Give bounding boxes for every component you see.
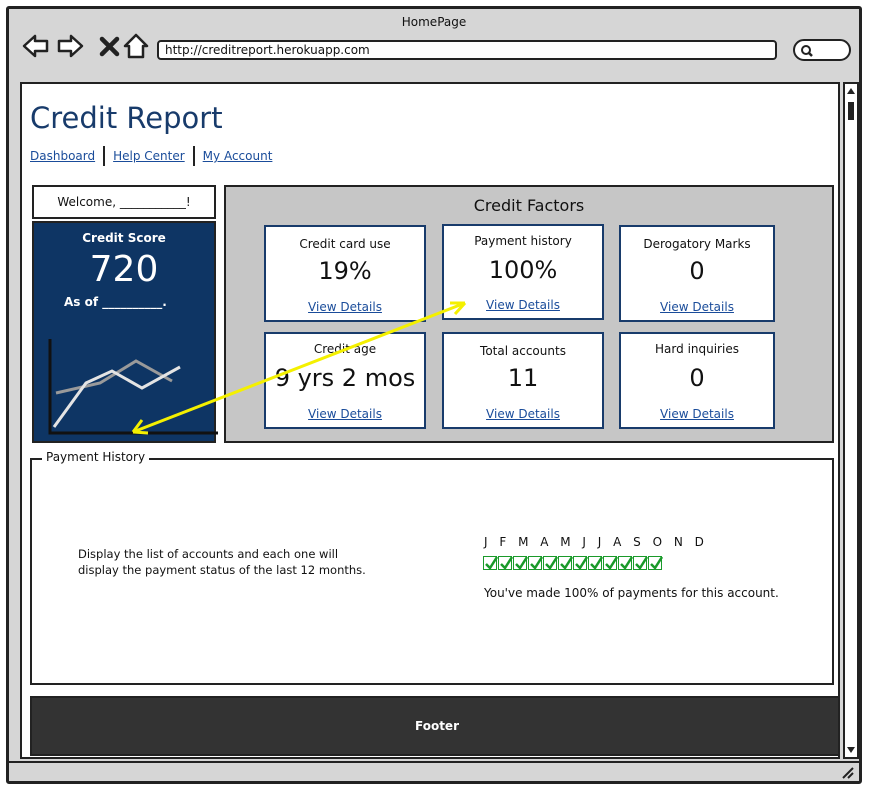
payment-check-icon (618, 556, 633, 570)
payment-history-legend: Payment History (42, 450, 150, 464)
factor-label: Derogatory Marks (643, 237, 751, 251)
credit-score-label: Credit Score (82, 231, 166, 245)
factor-value: 0 (689, 364, 705, 392)
payment-check-icon (483, 556, 498, 570)
view-details-link[interactable]: View Details (486, 298, 560, 312)
page-title: Credit Report (30, 101, 223, 135)
browser-search-field[interactable] (793, 39, 851, 61)
view-details-link[interactable]: View Details (660, 407, 734, 421)
url-bar[interactable]: http://creditreport.herokuapp.com (157, 40, 777, 60)
scroll-down-arrow-icon[interactable] (846, 745, 856, 755)
nav-divider (103, 146, 106, 166)
page-nav: Dashboard Help Center My Account (30, 144, 272, 168)
factor-label: Hard inquiries (655, 342, 739, 356)
factor-value: 0 (689, 257, 705, 285)
factor-value: 19% (318, 257, 372, 285)
payment-check-icon (498, 556, 513, 570)
payment-check-icon (543, 556, 558, 570)
factor-card-payment-history: Payment history 100% View Details (442, 224, 604, 320)
payment-check-icon (648, 556, 663, 570)
payment-history-description: Display the list of accounts and each on… (78, 547, 366, 577)
score-trend-chart-icon (48, 339, 218, 435)
factor-card-derogatory-marks: Derogatory Marks 0 View Details (619, 225, 775, 322)
nav-link-my-account[interactable]: My Account (202, 149, 273, 163)
payment-check-icon (528, 556, 543, 570)
footer: Footer (30, 696, 838, 756)
nav-divider (192, 146, 195, 166)
factor-card-total-accounts: Total accounts 11 View Details (442, 332, 604, 429)
vertical-scrollbar[interactable] (843, 82, 859, 759)
payment-check-icon (633, 556, 648, 570)
factor-value: 9 yrs 2 mos (274, 364, 416, 392)
factor-value: 11 (507, 364, 539, 392)
factor-value: 100% (488, 256, 558, 284)
back-arrow-icon[interactable] (21, 31, 51, 61)
factor-label: Credit age (313, 342, 377, 356)
factor-card-hard-inquiries: Hard inquiries 0 View Details (619, 332, 775, 429)
browser-window: HomePage http://creditreport.herokuapp.c… (6, 6, 862, 784)
forward-arrow-icon[interactable] (55, 31, 85, 61)
payment-check-icon (588, 556, 603, 570)
nav-link-dashboard[interactable]: Dashboard (30, 149, 96, 163)
view-details-link[interactable]: View Details (308, 300, 382, 314)
view-details-link[interactable]: View Details (486, 407, 560, 421)
factor-label: Payment history (474, 234, 572, 248)
credit-factors-title: Credit Factors (473, 196, 585, 215)
factor-label: Credit card use (299, 237, 391, 251)
resize-grip-icon[interactable] (839, 765, 855, 779)
credit-score-value: 720 (89, 249, 159, 290)
page-content: Credit Report Dashboard Help Center My A… (20, 82, 840, 759)
factor-card-credit-age: Credit age 9 yrs 2 mos View Details (264, 332, 426, 429)
nav-link-help-center[interactable]: Help Center (113, 149, 185, 163)
credit-score-panel: Credit Score 720 As of __________. (32, 221, 218, 443)
credit-score-date: As of __________. (64, 295, 167, 309)
payment-status-checks (483, 556, 663, 570)
payment-history-panel: Payment History Display the list of acco… (30, 450, 834, 685)
status-bar (9, 761, 859, 781)
payment-check-icon (573, 556, 588, 570)
payment-history-summary: You've made 100% of payments for this ac… (484, 586, 779, 600)
search-icon (801, 45, 813, 57)
close-x-icon[interactable] (95, 31, 125, 61)
months-header: J F M A M J J A S O N D (484, 535, 708, 549)
payment-check-icon (513, 556, 528, 570)
credit-factors-panel: Credit Factors Credit card use 19% View … (224, 185, 834, 443)
welcome-message: Welcome, ___________! (32, 185, 216, 219)
payment-check-icon (603, 556, 618, 570)
factor-card-credit-card-use: Credit card use 19% View Details (264, 225, 426, 322)
window-title: HomePage (401, 15, 467, 29)
scroll-up-arrow-icon[interactable] (846, 86, 856, 96)
home-icon[interactable] (121, 31, 151, 61)
scroll-thumb[interactable] (848, 102, 854, 120)
payment-check-icon (558, 556, 573, 570)
factor-label: Total accounts (480, 344, 566, 358)
view-details-link[interactable]: View Details (660, 300, 734, 314)
view-details-link[interactable]: View Details (308, 407, 382, 421)
